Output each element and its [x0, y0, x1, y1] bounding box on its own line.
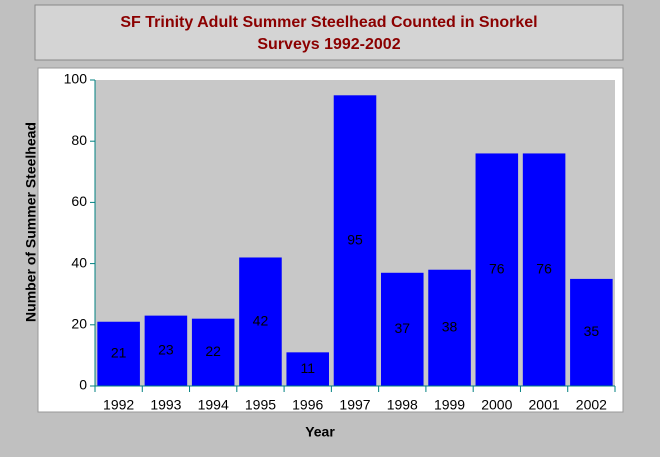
data-label: 22: [205, 343, 221, 359]
x-tick-label: 2001: [529, 397, 560, 413]
y-axis-title: Number of Summer Steelhead: [23, 122, 39, 322]
data-label: 21: [111, 345, 127, 361]
data-label: 37: [394, 320, 410, 336]
title-box: [34, 4, 624, 61]
bar: [239, 257, 282, 386]
chart-title: SF Trinity Adult Summer Steelhead Counte…: [120, 14, 537, 31]
y-tick-label: 40: [71, 254, 87, 270]
bar: [428, 269, 471, 386]
data-label: 95: [347, 231, 363, 247]
x-tick-label: 1996: [292, 397, 323, 413]
bar: [381, 272, 424, 386]
data-label: 76: [489, 260, 505, 276]
data-label: 35: [584, 323, 600, 339]
x-tick-label: 1994: [198, 397, 229, 413]
x-tick-label: 1995: [245, 397, 276, 413]
chart-title: Surveys 1992-2002: [257, 36, 400, 53]
bar: [286, 352, 329, 386]
y-tick-label: 60: [71, 193, 87, 209]
y-tick-label: 100: [64, 71, 88, 87]
data-label: 11: [300, 360, 315, 376]
bar: [191, 318, 235, 386]
y-tick-label: 0: [79, 377, 87, 393]
x-tick-label: 1993: [150, 397, 181, 413]
data-label: 23: [158, 342, 174, 358]
x-tick-label: 1992: [103, 397, 134, 413]
x-tick-label: 1998: [387, 397, 418, 413]
bar: [97, 321, 140, 386]
data-label: 38: [442, 319, 458, 335]
x-axis-title: Year: [305, 424, 335, 440]
x-tick-label: 2000: [481, 397, 512, 413]
bar: [522, 153, 566, 386]
x-tick-label: 1997: [339, 397, 370, 413]
bar: [475, 153, 519, 386]
x-tick-label: 1999: [434, 397, 465, 413]
x-tick-label: 2002: [576, 397, 607, 413]
data-label: 42: [253, 312, 269, 328]
bar: [333, 95, 377, 387]
bar: [144, 315, 188, 386]
y-tick-label: 80: [71, 132, 87, 148]
y-tick-label: 20: [71, 316, 87, 332]
data-label: 76: [536, 260, 552, 276]
bar: [570, 278, 613, 386]
